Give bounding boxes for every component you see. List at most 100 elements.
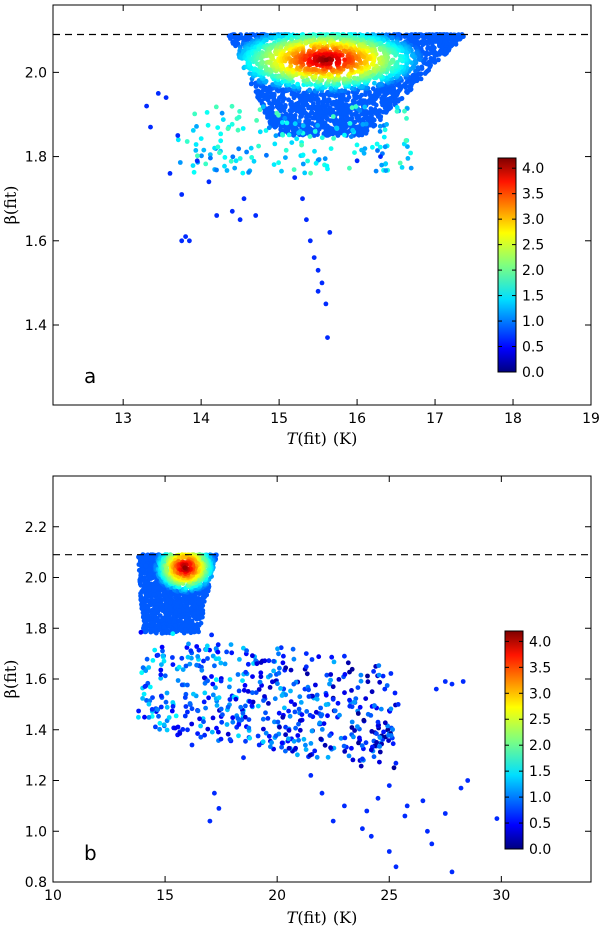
data-point <box>416 57 422 62</box>
data-point <box>194 662 200 668</box>
data-point <box>218 736 224 742</box>
data-point <box>237 156 243 161</box>
outlier-point <box>206 179 212 185</box>
data-point <box>291 84 296 89</box>
data-point <box>216 695 222 701</box>
outlier-point <box>241 755 246 761</box>
data-point <box>369 109 374 115</box>
data-point <box>262 694 267 699</box>
x-tick-label: 13 <box>114 411 132 427</box>
data-point <box>218 660 224 666</box>
data-point <box>199 153 204 159</box>
data-point <box>264 152 269 158</box>
data-point <box>261 698 266 703</box>
data-point <box>380 100 386 106</box>
data-point <box>327 733 333 738</box>
data-point <box>190 163 196 169</box>
data-point <box>303 742 308 748</box>
data-point <box>318 120 324 125</box>
outlier-point <box>429 841 435 847</box>
data-point <box>235 672 241 677</box>
data-point <box>325 754 331 760</box>
data-point <box>230 719 236 725</box>
data-point <box>339 127 345 132</box>
y-tick-label: 1.2 <box>25 774 47 790</box>
data-point <box>295 81 300 87</box>
data-point <box>308 127 313 132</box>
data-point <box>354 142 360 148</box>
data-point <box>236 733 241 739</box>
data-point <box>394 105 400 110</box>
data-point <box>142 579 148 585</box>
data-point <box>140 696 146 701</box>
outlier-point <box>292 175 298 181</box>
outlier-point <box>237 217 243 223</box>
data-point <box>291 681 297 687</box>
data-point <box>153 585 159 591</box>
data-point <box>260 60 266 65</box>
data-point <box>265 716 271 721</box>
data-point <box>209 729 215 735</box>
data-point <box>276 651 281 657</box>
data-point <box>224 722 230 727</box>
data-point <box>173 623 178 629</box>
data-point <box>349 688 354 693</box>
data-point <box>214 725 219 731</box>
data-point <box>318 736 324 742</box>
data-point <box>365 679 371 685</box>
data-point <box>266 701 271 706</box>
data-point <box>352 699 357 705</box>
outlier-point <box>229 208 235 214</box>
outlier-point <box>315 267 321 273</box>
data-point <box>190 127 196 133</box>
data-point <box>377 744 383 749</box>
data-point <box>153 617 159 622</box>
data-point <box>270 56 276 62</box>
data-point <box>410 75 416 80</box>
data-point <box>243 738 248 744</box>
outlier-point <box>300 196 305 202</box>
data-point <box>286 708 291 714</box>
outlier-point <box>256 742 262 748</box>
data-point <box>299 142 304 148</box>
data-point <box>324 163 330 169</box>
data-point <box>143 668 149 674</box>
data-point <box>209 632 215 638</box>
data-point <box>193 628 199 634</box>
data-point <box>417 72 423 77</box>
data-point <box>390 741 396 747</box>
data-point <box>389 35 395 41</box>
data-point <box>318 713 324 719</box>
data-point <box>335 700 341 706</box>
data-point <box>299 712 305 717</box>
data-point <box>390 93 396 98</box>
data-point <box>244 149 250 155</box>
colorbar-label: 3.0 <box>522 212 544 228</box>
data-point <box>136 714 141 720</box>
data-point <box>432 34 437 39</box>
colorbar-gradient <box>497 157 517 373</box>
data-point <box>315 114 321 120</box>
data-point <box>153 724 158 730</box>
data-point <box>458 35 464 41</box>
data-point <box>363 696 369 701</box>
data-point <box>203 705 209 711</box>
data-point <box>377 735 383 740</box>
panel-a-xlabel: T(fit) (K) <box>287 429 358 448</box>
outlier-point <box>167 171 173 176</box>
data-point <box>404 116 409 121</box>
data-point <box>177 608 182 614</box>
data-point <box>296 706 302 712</box>
data-point <box>376 663 382 668</box>
data-point <box>228 158 234 164</box>
data-point <box>289 91 295 97</box>
data-point <box>256 96 262 101</box>
data-point <box>393 760 399 766</box>
data-point <box>323 702 329 708</box>
data-point <box>272 123 278 129</box>
colorbar-label: 2.0 <box>529 738 551 754</box>
data-point <box>205 656 210 661</box>
data-point <box>361 150 367 156</box>
panel-b: 10 15 20 25 300.81.01.21.41.61.82.02.2 0.00.… <box>1 475 592 927</box>
data-point <box>403 138 409 143</box>
